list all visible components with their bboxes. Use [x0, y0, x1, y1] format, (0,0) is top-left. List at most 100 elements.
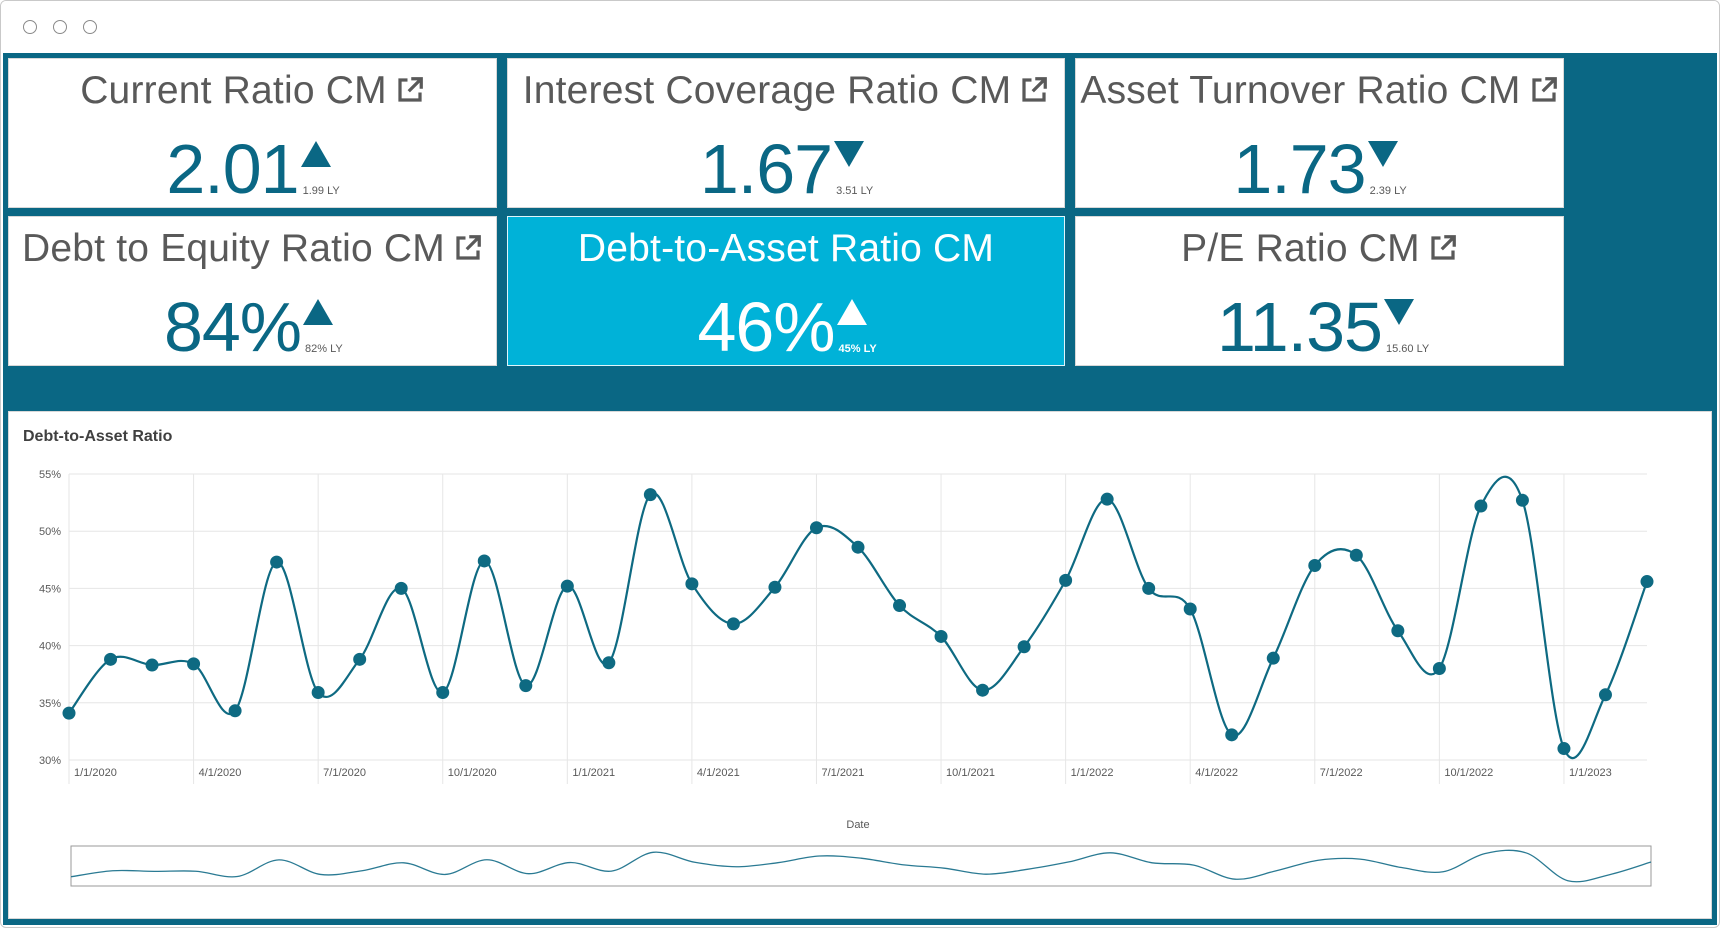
data-point[interactable]: [893, 599, 907, 613]
debt-to-asset-chart-panel[interactable]: Debt-to-Asset Ratio 55% 50% 45% 40% 35% 30% 1/…: [8, 411, 1712, 919]
trend-up-arrow-icon: [300, 141, 331, 167]
data-point[interactable]: [353, 652, 367, 666]
external-link-icon[interactable]: [1529, 71, 1559, 102]
window-maximize-button[interactable]: [83, 20, 97, 34]
x-tick-label: 4/1/2021: [697, 767, 740, 779]
title-bar: [1, 1, 1719, 53]
data-point[interactable]: [62, 706, 76, 720]
data-point[interactable]: [768, 580, 782, 594]
chart-title: Debt-to-Asset Ratio: [23, 428, 173, 445]
trend-down-arrow-icon: [1367, 141, 1398, 167]
data-point[interactable]: [560, 579, 574, 593]
kpi-last-year-value: 2.39 LY: [1369, 185, 1407, 197]
kpi-value: 1.67: [699, 130, 833, 208]
kpi-title: Asset Turnover Ratio CM: [1080, 69, 1521, 112]
x-tick-label: 1/1/2020: [74, 767, 117, 779]
data-point[interactable]: [1557, 742, 1571, 756]
kpi-title: Debt to Equity Ratio CM: [22, 227, 445, 270]
trend-up-arrow-icon: [303, 299, 334, 325]
data-point[interactable]: [1183, 602, 1197, 616]
x-tick-label: 10/1/2022: [1444, 767, 1493, 779]
data-point[interactable]: [1349, 548, 1363, 562]
data-point[interactable]: [1142, 581, 1156, 595]
data-point[interactable]: [104, 652, 118, 666]
data-point[interactable]: [1640, 575, 1654, 589]
x-tick-label: 10/1/2020: [448, 767, 497, 779]
data-point[interactable]: [1059, 573, 1073, 587]
x-tick-label: 7/1/2022: [1320, 767, 1363, 779]
y-tick-label: 45%: [39, 583, 61, 595]
x-tick-label: 7/1/2021: [821, 767, 864, 779]
kpi-last-year-value: 15.60 LY: [1385, 343, 1430, 355]
kpi-value: 11.35: [1217, 288, 1383, 366]
kpi-card-current-ratio-cm[interactable]: Current Ratio CM 2.01 1.99 LY: [8, 58, 497, 208]
x-tick-label: 7/1/2020: [323, 767, 366, 779]
range-selector[interactable]: [70, 845, 1652, 887]
kpi-card-p-e-ratio-cm[interactable]: P/E Ratio CM 11.35 15.60 LY: [1075, 216, 1564, 366]
line-chart[interactable]: 55% 50% 45% 40% 35% 30% 1/1/2020 4/1/2020 7/1/20…: [9, 412, 1713, 920]
trend-up-arrow-icon: [836, 299, 867, 325]
window-minimize-button[interactable]: [53, 20, 67, 34]
dashboard: Current Ratio CM 2.01 1.99 LY Interest C…: [3, 53, 1717, 925]
trend-down-arrow-icon: [1383, 299, 1414, 325]
data-point[interactable]: [685, 577, 699, 591]
data-point[interactable]: [1017, 640, 1031, 654]
data-point[interactable]: [1391, 624, 1405, 638]
kpi-title: Debt-to-Asset Ratio CM: [577, 227, 995, 270]
x-tick-label: 1/1/2022: [1071, 767, 1114, 779]
data-point[interactable]: [1598, 688, 1612, 702]
data-point[interactable]: [311, 686, 325, 700]
data-point[interactable]: [809, 521, 823, 535]
series-line: [68, 475, 1649, 759]
kpi-card-debt-to-asset-ratio-cm[interactable]: Debt-to-Asset Ratio CM 46% 45% LY: [507, 216, 1065, 366]
kpi-card-interest-coverage-ratio-cm[interactable]: Interest Coverage Ratio CM 1.67 3.51 LY: [507, 58, 1065, 208]
data-point[interactable]: [228, 704, 242, 718]
trend-down-arrow-icon: [834, 141, 865, 167]
kpi-last-year-value: 82% LY: [305, 343, 343, 355]
y-tick-label: 50%: [39, 526, 61, 538]
kpi-last-year-value: 45% LY: [838, 343, 877, 355]
y-tick-label: 30%: [39, 755, 61, 767]
x-axis-title: Date: [846, 819, 869, 831]
external-link-icon[interactable]: [453, 229, 483, 260]
data-point[interactable]: [1474, 499, 1488, 513]
data-point[interactable]: [1266, 651, 1280, 665]
window-close-button[interactable]: [23, 20, 37, 34]
kpi-card-debt-to-equity-ratio-cm[interactable]: Debt to Equity Ratio CM 84% 82% LY: [8, 216, 497, 366]
data-point[interactable]: [187, 657, 201, 671]
external-link-icon[interactable]: [1019, 71, 1049, 102]
kpi-value: 46%: [697, 288, 835, 366]
kpi-card-asset-turnover-ratio-cm[interactable]: Asset Turnover Ratio CM 1.73 2.39 LY: [1075, 58, 1564, 208]
x-tick-label: 1/1/2021: [572, 767, 615, 779]
y-tick-label: 40%: [39, 641, 61, 653]
data-point[interactable]: [1100, 492, 1114, 506]
x-tick-label: 4/1/2020: [199, 767, 242, 779]
data-point[interactable]: [643, 488, 657, 502]
kpi-title: Current Ratio CM: [80, 69, 387, 112]
external-link-icon[interactable]: [1428, 229, 1458, 260]
range-selector-line: [70, 849, 1652, 883]
kpi-title: P/E Ratio CM: [1181, 227, 1420, 270]
data-point[interactable]: [726, 617, 740, 631]
data-point[interactable]: [851, 540, 865, 554]
data-point[interactable]: [1225, 728, 1239, 742]
data-point[interactable]: [602, 656, 616, 670]
kpi-last-year-value: 3.51 LY: [836, 185, 874, 197]
x-tick-label: 10/1/2021: [946, 767, 995, 779]
data-point[interactable]: [436, 686, 450, 700]
data-point[interactable]: [270, 555, 284, 569]
data-point[interactable]: [519, 679, 533, 693]
x-tick-label: 4/1/2022: [1195, 767, 1238, 779]
kpi-value: 84%: [163, 288, 302, 366]
kpi-title: Interest Coverage Ratio CM: [522, 69, 1012, 112]
data-point[interactable]: [394, 581, 408, 595]
data-point[interactable]: [934, 629, 948, 643]
external-link-icon[interactable]: [395, 71, 425, 102]
data-point[interactable]: [1515, 493, 1529, 507]
data-point[interactable]: [1308, 559, 1322, 573]
y-tick-label: 55%: [39, 469, 61, 481]
data-point[interactable]: [976, 683, 990, 697]
data-point[interactable]: [1432, 661, 1446, 675]
data-point[interactable]: [145, 658, 159, 672]
data-point[interactable]: [477, 554, 491, 568]
